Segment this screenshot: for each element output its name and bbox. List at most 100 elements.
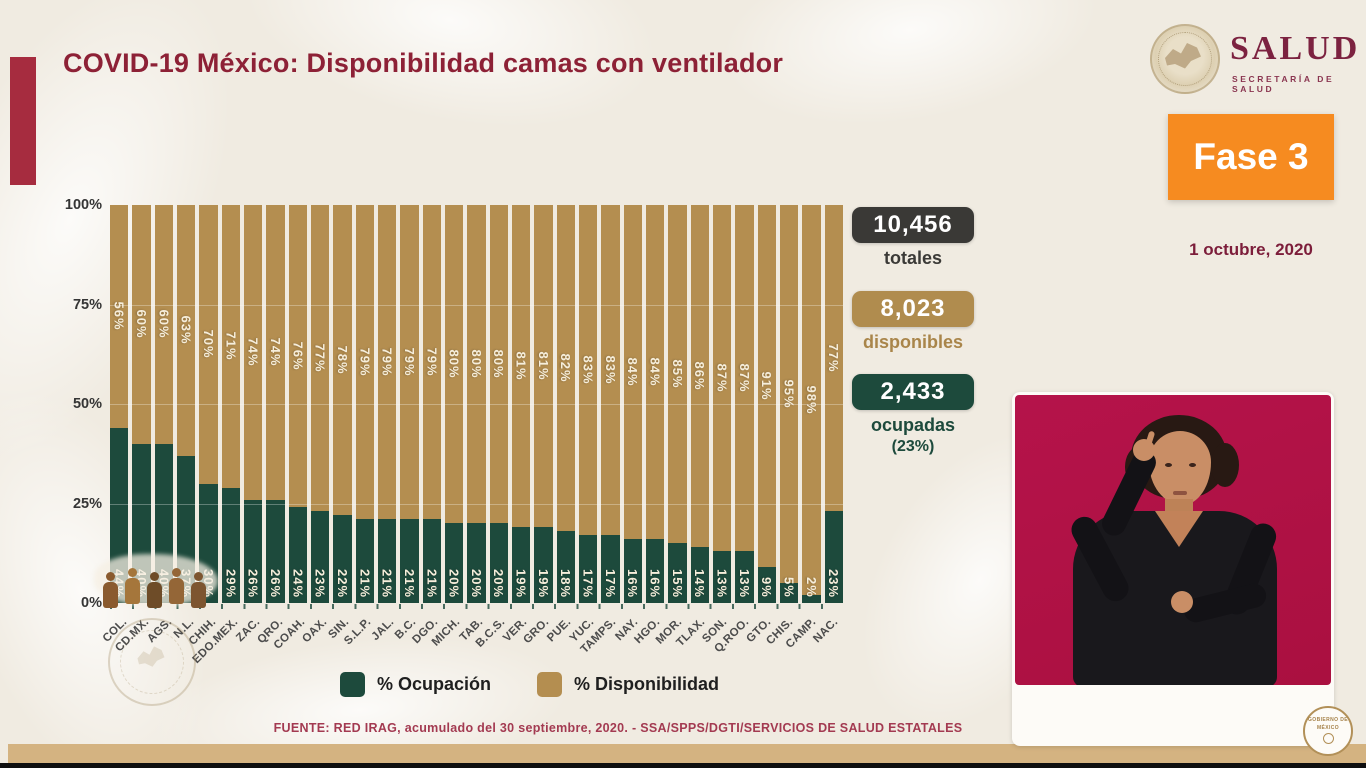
stat-ocupadas-value: 2,433 <box>852 374 974 410</box>
bar-label-disponibilidad: 77% <box>826 343 842 373</box>
bar-segment-ocupacion <box>690 547 709 603</box>
bar-column: 79% 21% <box>422 205 441 603</box>
bar-column: 87% 13% <box>712 205 732 603</box>
interpreter-hand <box>1171 591 1193 613</box>
bar-label-disponibilidad: 87% <box>714 363 730 393</box>
bar-segment-disponibilidad <box>511 205 531 528</box>
bar-label-ocupacion: 21% <box>357 568 373 598</box>
background-swirl <box>223 0 677 162</box>
legend-swatch-ocupacion <box>340 672 365 697</box>
bar-label-disponibilidad: 76% <box>290 341 306 371</box>
bottom-dark-edge <box>0 763 1366 768</box>
y-axis-tick-label: 25% <box>72 495 102 512</box>
stat-ocupadas-percent: (23%) <box>891 438 935 455</box>
bar-label-ocupacion: 9% <box>759 577 775 598</box>
gob-seal-text: GOBIERNO DE <box>1308 717 1348 723</box>
bar-segment-ocupacion <box>534 527 553 603</box>
bar-label-disponibilidad: 80% <box>491 349 507 379</box>
bar-label-disponibilidad: 98% <box>803 385 819 415</box>
bar-column: 80% 20% <box>444 205 464 603</box>
bar-segment-ocupacion <box>556 531 575 603</box>
bar-segment-disponibilidad <box>199 205 218 484</box>
stat-totales-value: 10,456 <box>852 207 974 243</box>
y-axis-tick-label: 0% <box>81 595 102 611</box>
bar-column: 83% 17% <box>601 205 620 603</box>
bar-segment-ocupacion <box>266 499 285 603</box>
bar-label-ocupacion: 15% <box>669 568 685 598</box>
bar-label-disponibilidad: 85% <box>669 359 685 389</box>
legend-swatch-disponibilidad <box>537 672 563 697</box>
page-title: COVID-19 México: Disponibilidad camas co… <box>63 48 784 78</box>
bottom-gold-strip <box>8 744 1366 763</box>
bar-label-ocupacion: 17% <box>602 568 618 598</box>
bar-segment-ocupacion <box>668 543 687 603</box>
bar-column: 95% 5% <box>779 205 799 603</box>
bar-segment-disponibilidad <box>355 205 374 520</box>
bar-segment-disponibilidad <box>668 205 687 544</box>
bar-column: 71% 29% <box>221 205 240 603</box>
bar-segment-disponibilidad <box>534 205 553 528</box>
bar-label-disponibilidad: 95% <box>781 379 797 409</box>
bar-column: 86% 14% <box>690 205 709 603</box>
hero-figure <box>124 568 141 604</box>
legend-item-ocupacion: % Ocupación <box>340 672 491 697</box>
bar-label-disponibilidad: 60% <box>133 309 149 339</box>
bar-segment-disponibilidad <box>578 205 598 536</box>
bar-segment-disponibilidad <box>422 205 441 520</box>
bar-column: 79% 21% <box>355 205 374 603</box>
x-axis-ticks <box>110 604 843 609</box>
bar-segment-ocupacion <box>288 507 307 603</box>
bar-label-ocupacion: 13% <box>714 568 730 598</box>
bar-label-disponibilidad: 91% <box>759 371 775 401</box>
bar-column: 84% 16% <box>645 205 665 603</box>
bar-label-ocupacion: 21% <box>379 568 395 598</box>
bar-column: 79% 21% <box>400 205 419 603</box>
x-axis-label: OAX. <box>300 616 330 646</box>
gob-seal-text: MÉXICO <box>1316 724 1340 731</box>
bar-label-disponibilidad: 83% <box>602 355 618 385</box>
bar-segment-disponibilidad <box>757 205 776 568</box>
bar-segment-disponibilidad <box>288 205 307 508</box>
bar-column: 98% 2% <box>802 205 821 603</box>
bar-segment-disponibilidad <box>176 205 196 456</box>
bar-label-disponibilidad: 79% <box>401 347 417 377</box>
bar-label-disponibilidad: 81% <box>535 351 551 381</box>
bar-label-disponibilidad: 80% <box>468 349 484 379</box>
bar-column: 84% 16% <box>623 205 642 603</box>
bar-segment-ocupacion <box>355 519 374 603</box>
bar-label-disponibilidad: 79% <box>424 347 440 377</box>
bar-segment-ocupacion <box>757 567 776 603</box>
salud-logo: SALUD SECRETARÍA DE SALUD <box>1150 22 1357 102</box>
bar-segment-disponibilidad <box>110 205 129 428</box>
bar-segment-ocupacion <box>712 551 732 603</box>
gridline-75 <box>110 304 843 306</box>
bar-segment-ocupacion <box>422 519 441 603</box>
bar-label-disponibilidad: 84% <box>647 357 663 387</box>
salud-logo-text: SALUD <box>1230 30 1361 67</box>
bar-segment-ocupacion <box>824 511 843 603</box>
source-text: FUENTE: RED IRAG, acumulado del 30 septi… <box>273 721 963 735</box>
x-axis: COL. CD.MX. AGS. N.L. CHIH. EDO.MEX. ZAC. QRO. C… <box>101 609 843 669</box>
bar-label-ocupacion: 21% <box>401 568 417 598</box>
gridline-25 <box>110 503 843 505</box>
bar-column: 81% 19% <box>511 205 531 603</box>
bar-label-ocupacion: 24% <box>290 568 306 598</box>
sign-language-interpreter-card <box>1012 392 1334 746</box>
hero-figure <box>190 572 207 608</box>
bar-label-disponibilidad: 87% <box>736 363 752 393</box>
y-axis-tick-label: 100% <box>64 197 102 213</box>
bar-segment-disponibilidad <box>735 205 754 552</box>
bar-label-disponibilidad: 81% <box>513 351 529 381</box>
legend-label-ocupacion: % Ocupación <box>377 674 492 694</box>
bar-label-ocupacion: 16% <box>625 568 641 598</box>
bar-label-ocupacion: 26% <box>245 568 261 598</box>
seal-watermark <box>108 618 196 706</box>
heroes-watermark <box>94 546 218 612</box>
bar-segment-ocupacion <box>310 511 330 603</box>
bar-label-ocupacion: 18% <box>558 568 574 598</box>
gobierno-mexico-seal: GOBIERNO DE MÉXICO <box>1303 706 1353 756</box>
bar-segment-ocupacion <box>400 519 419 603</box>
y-axis-tick-label: 75% <box>72 296 102 313</box>
bar-segment-ocupacion <box>578 535 598 603</box>
